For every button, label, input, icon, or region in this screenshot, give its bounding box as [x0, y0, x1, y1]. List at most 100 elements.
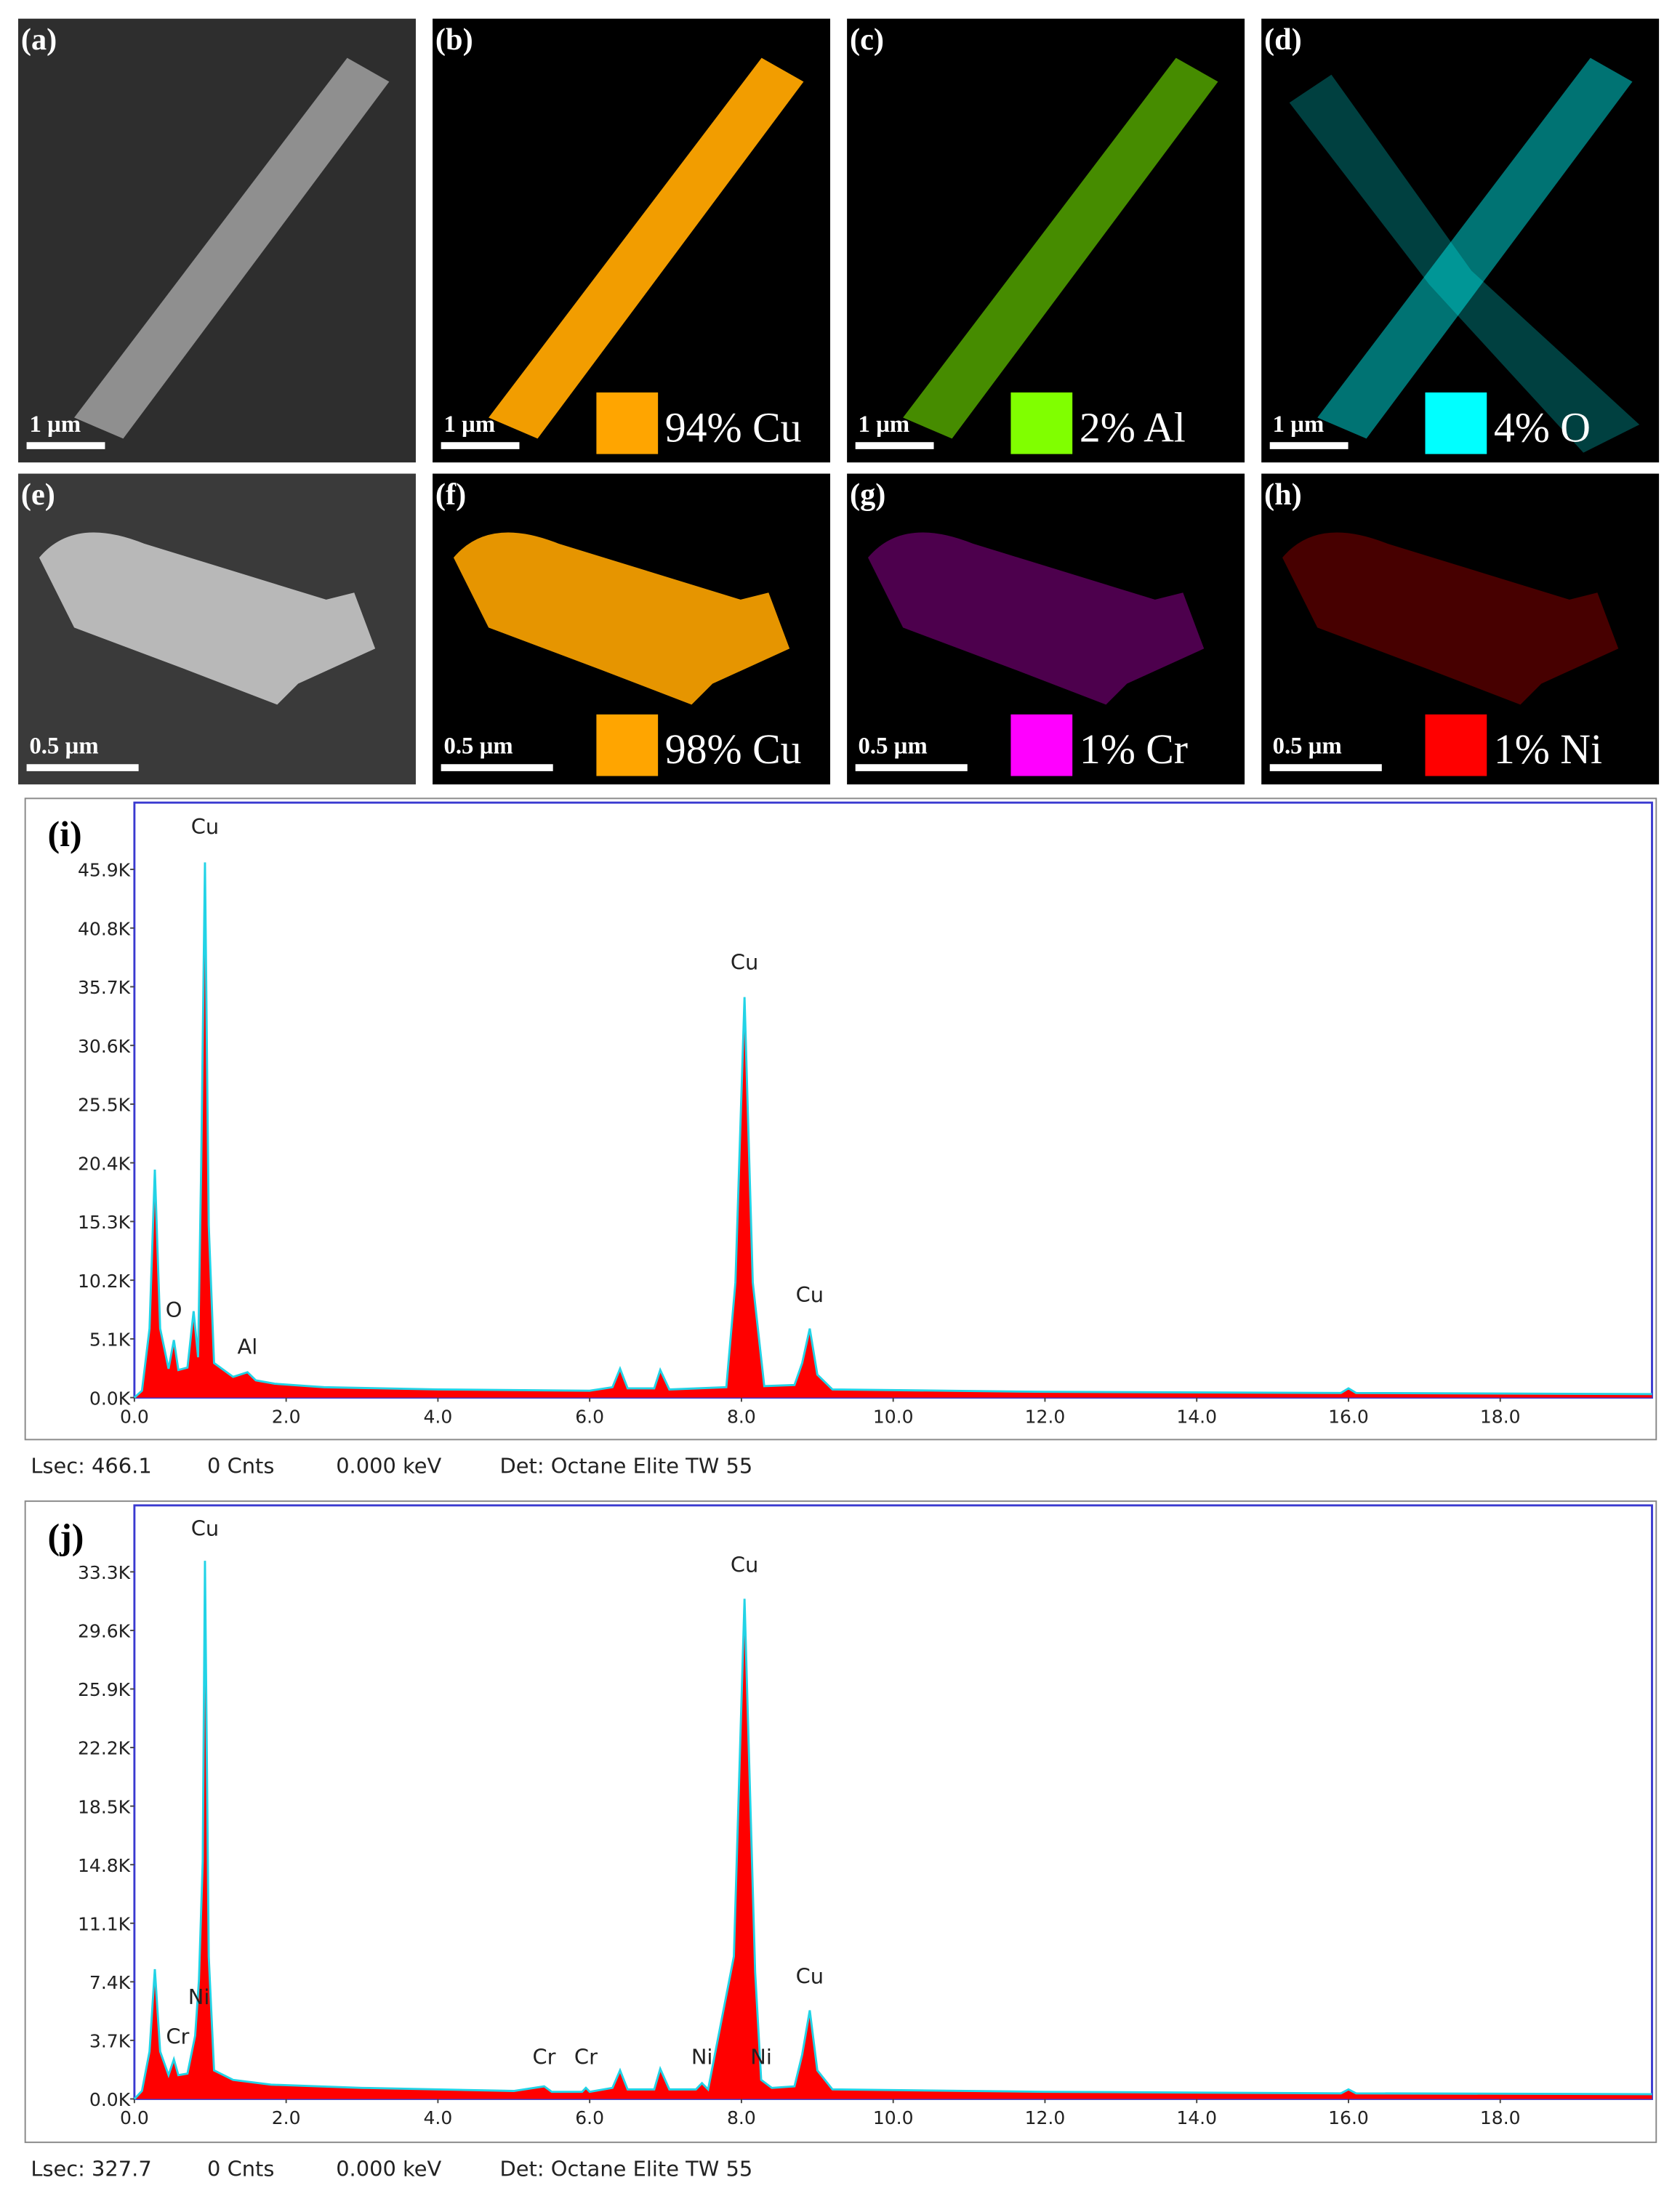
- footer-text: Lsec: 466.1: [31, 1454, 151, 1479]
- plot-area: [133, 801, 1653, 1399]
- legend-label: 4% O: [1494, 405, 1591, 451]
- footer-text: Det: Octane Elite TW 55: [500, 2156, 753, 2181]
- scale-bar-label: 0.5 µm: [1273, 733, 1342, 760]
- y-tick-label: 33.3K: [78, 1562, 131, 1583]
- legend-swatch: [1010, 714, 1073, 776]
- plot-area: [133, 1504, 1653, 2100]
- y-tick-label: 29.6K: [78, 1621, 131, 1642]
- peak-label: Cu: [731, 950, 758, 975]
- y-tick-label: 3.7K: [89, 2031, 131, 2052]
- panel-label: (c): [850, 23, 884, 57]
- x-tick-label: 0.0: [120, 1406, 149, 1427]
- peak-label: Cr: [166, 2024, 189, 2048]
- peak-label: Cr: [574, 2045, 598, 2070]
- specimen-halo: [1289, 74, 1640, 453]
- panel-label: (g): [850, 478, 885, 512]
- chart-label: (j): [47, 1516, 84, 1557]
- y-tick-label: 35.7K: [78, 977, 131, 998]
- legend-swatch: [1010, 392, 1073, 454]
- peak-label: Cr: [533, 2045, 556, 2070]
- legend-label: 94% Cu: [665, 405, 802, 451]
- panel-label: (b): [435, 23, 473, 57]
- x-tick-label: 12.0: [1025, 1406, 1066, 1427]
- x-tick-label: 10.0: [873, 2107, 914, 2128]
- x-tick-label: 2.0: [272, 2107, 301, 2128]
- scale-bar-label: 0.5 µm: [29, 733, 98, 760]
- chart-label: (i): [47, 813, 81, 854]
- y-tick-label: 10.2K: [78, 1271, 131, 1292]
- specimen: [453, 532, 790, 705]
- specimen: [868, 532, 1205, 705]
- peak-label: Ni: [188, 1984, 210, 2009]
- specimen: [1317, 57, 1633, 439]
- panel-label: (d): [1264, 23, 1302, 57]
- y-tick-label: 40.8K: [78, 918, 131, 939]
- peak-label: Cu: [796, 1282, 824, 1307]
- panel-label: (f): [435, 478, 466, 512]
- scale-bar-label: 0.5 µm: [859, 733, 928, 760]
- specimen: [903, 57, 1218, 439]
- peak-label: Ni: [750, 2045, 772, 2070]
- scale-bar-label: 1 µm: [29, 411, 81, 438]
- scale-bar-label: 1 µm: [859, 411, 910, 438]
- x-tick-label: 6.0: [575, 1406, 604, 1427]
- legend-label: 98% Cu: [665, 727, 802, 773]
- footer-text: Lsec: 327.7: [31, 2156, 151, 2181]
- x-tick-label: 16.0: [1328, 2107, 1369, 2128]
- x-tick-label: 0.0: [120, 2107, 149, 2128]
- chart-frame: [24, 1500, 1657, 2144]
- y-tick-label: 7.4K: [89, 1972, 131, 1993]
- legend-swatch: [1425, 714, 1487, 776]
- x-tick-label: 10.0: [873, 1406, 914, 1427]
- x-tick-label: 14.0: [1176, 2107, 1217, 2128]
- y-tick-label: 22.2K: [78, 1738, 131, 1759]
- x-tick-label: 16.0: [1328, 1406, 1369, 1427]
- x-tick-label: 18.0: [1480, 2107, 1521, 2128]
- map-panel: [1261, 18, 1660, 463]
- x-tick-label: 18.0: [1480, 1406, 1521, 1427]
- y-tick-label: 30.6K: [78, 1036, 131, 1057]
- panel-label: (e): [21, 478, 55, 512]
- footer-text: 0.000 keV: [336, 2156, 441, 2181]
- y-tick-label: 25.5K: [78, 1095, 131, 1116]
- y-tick-label: 5.1K: [89, 1330, 131, 1351]
- x-tick-label: 8.0: [727, 2107, 756, 2128]
- panel-label: (a): [21, 23, 57, 57]
- chart-frame: [24, 797, 1657, 1441]
- peak-label: O: [166, 1298, 182, 1322]
- y-tick-label: 11.1K: [78, 1913, 131, 1934]
- specimen: [1282, 532, 1619, 705]
- footer-text: 0 Cnts: [207, 2156, 274, 2181]
- scale-bar-label: 1 µm: [1273, 411, 1325, 438]
- legend-label: 1% Cr: [1080, 727, 1188, 773]
- x-tick-label: 2.0: [272, 1406, 301, 1427]
- peak-label: Cu: [191, 1516, 219, 1540]
- y-tick-label: 0.0K: [89, 1388, 131, 1409]
- y-tick-label: 25.9K: [78, 1679, 131, 1700]
- scale-bar-label: 0.5 µm: [443, 733, 513, 760]
- peak-label: Al: [238, 1334, 258, 1359]
- specimen: [489, 57, 804, 439]
- specimen: [39, 532, 376, 705]
- y-tick-label: 0.0K: [89, 2089, 131, 2110]
- peak-label: Cu: [731, 1552, 758, 1577]
- y-tick-label: 18.5K: [78, 1796, 131, 1817]
- x-tick-label: 6.0: [575, 2107, 604, 2128]
- footer-text: 0.000 keV: [336, 1454, 441, 1479]
- legend-swatch: [596, 392, 659, 454]
- peak-label: Ni: [691, 2045, 713, 2070]
- y-tick-label: 20.4K: [78, 1153, 131, 1174]
- legend-swatch: [596, 714, 659, 776]
- specimen: [74, 57, 390, 439]
- peak-label: Cu: [191, 814, 219, 839]
- y-tick-label: 14.8K: [78, 1855, 131, 1876]
- legend-swatch: [1425, 392, 1487, 454]
- x-tick-label: 12.0: [1025, 2107, 1066, 2128]
- scale-bar-label: 1 µm: [443, 411, 495, 438]
- peak-label: Cu: [796, 1964, 824, 1989]
- y-tick-label: 45.9K: [78, 860, 131, 881]
- spectrum-line: [133, 862, 1652, 1399]
- panel-label: (h): [1264, 478, 1302, 512]
- footer-text: Det: Octane Elite TW 55: [500, 1454, 753, 1479]
